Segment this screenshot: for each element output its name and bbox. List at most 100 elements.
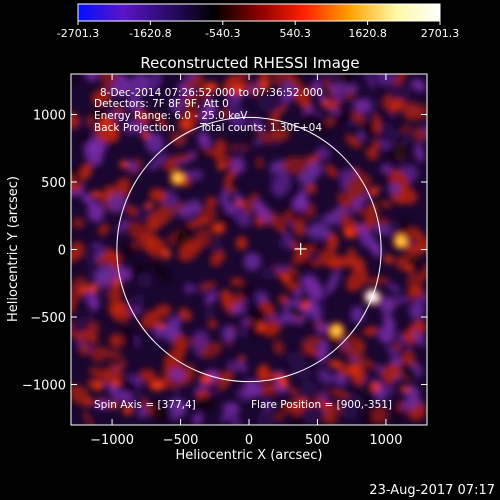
colorbar: [77, 3, 441, 22]
heatmap-cell: [71, 276, 88, 302]
heatmap-cell: [155, 204, 176, 223]
flare-position-annotation: Flare Position = [900,-351]: [251, 399, 392, 411]
heatmap-cell: [370, 406, 389, 425]
heatmap-cell: [113, 379, 121, 387]
heatmap-cell: [238, 356, 246, 361]
heatmap-cell: [387, 182, 401, 196]
heatmap-cell: [338, 84, 359, 94]
heatmap-cell: [263, 396, 271, 416]
heatmap-cell: [208, 319, 218, 329]
heatmap-cell: [169, 368, 185, 382]
heatmap-cell: [119, 160, 128, 169]
heatmap-cell: [117, 360, 127, 370]
heatmap-cell: [351, 110, 365, 125]
heatmap-cell: [310, 307, 321, 323]
heatmap-cell: [384, 254, 392, 264]
heatmap-cell: [345, 393, 365, 410]
x-tick-label: 500: [305, 433, 330, 448]
heatmap-cell: [379, 298, 396, 315]
heatmap-cell: [413, 329, 426, 347]
heatmap-cell: [307, 223, 331, 240]
heatmap-image: [71, 74, 427, 425]
heatmap-cell: [300, 381, 318, 396]
heatmap-cell: [87, 283, 99, 293]
heatmap-cell: [389, 84, 411, 103]
heatmap-cell: [131, 391, 144, 411]
heatmap-cell: [245, 123, 260, 143]
heatmap-cell: [272, 339, 285, 355]
heatmap-cell: [186, 218, 211, 228]
heatmap-cell: [299, 398, 308, 404]
heatmap-cell: [346, 367, 359, 373]
x-tick-label: −1000: [90, 433, 134, 448]
heatmap-cell: [214, 225, 224, 231]
heatmap-cell: [257, 411, 274, 425]
heatmap-cell: [231, 303, 245, 315]
heatmap-cell: [140, 311, 159, 330]
heatmap-cell: [270, 397, 280, 413]
heatmap-cell: [303, 274, 322, 301]
heatmap-cell: [308, 251, 321, 262]
heatmap-cell: [71, 112, 80, 129]
heatmap-cell: [182, 80, 198, 89]
heatmap-cell: [227, 360, 240, 371]
heatmap-cell: [246, 306, 265, 324]
heatmap-cell: [200, 341, 223, 359]
heatmap-cell: [242, 379, 263, 398]
heatmap-cell: [301, 406, 320, 424]
heatmap-cell: [382, 130, 402, 141]
heatmap-cell: [282, 231, 294, 249]
heatmap-cell: [145, 201, 153, 209]
heatmap-cell: [371, 382, 380, 392]
heatmap-cell: [107, 192, 127, 213]
x-tick-label: 1000: [369, 433, 402, 448]
heatmap-cell: [233, 86, 243, 96]
heatmap-cell: [315, 146, 331, 161]
date-range-annotation: 8-Dec-2014 07:26:52.000 to 07:36:52.000: [100, 87, 323, 99]
heatmap-cell: [192, 413, 203, 425]
heatmap-cell: [260, 82, 269, 90]
heatmap-cell: [95, 121, 119, 144]
heatmap-cell: [344, 342, 365, 358]
heatmap-cell: [200, 281, 217, 291]
heatmap-cell: [240, 326, 264, 337]
heatmap-cell: [406, 271, 423, 289]
heatmap-cell: [363, 326, 379, 337]
heatmap-cell: [226, 405, 241, 425]
heatmap-cell: [273, 264, 290, 273]
heatmap-cell: [381, 366, 396, 385]
heatmap-cell: [235, 146, 246, 159]
heatmap-cell: [325, 116, 335, 127]
heatmap-cell: [205, 196, 218, 208]
colorbar-tick-label: -1620.8: [129, 27, 171, 40]
heatmap-cell: [196, 395, 216, 412]
heatmap-cell: [89, 345, 107, 363]
heatmap-cell: [419, 262, 427, 284]
heatmap-cell: [117, 218, 128, 235]
detectors-annotation: Detectors: 7F 8F 9F, Att 0: [94, 98, 229, 110]
heatmap-cell: [230, 277, 245, 286]
heatmap-cell: [295, 78, 305, 102]
heatmap-cell: [149, 188, 167, 202]
heatmap-cell: [197, 131, 212, 149]
method-annotation: Back Projection: [94, 122, 175, 134]
heatmap-cell: [99, 74, 118, 88]
heatmap-cell: [126, 74, 148, 98]
heatmap-cell: [292, 244, 316, 265]
heatmap-cell: [373, 114, 381, 134]
heatmap-cell: [365, 74, 376, 90]
heatmap-cell: [391, 220, 402, 234]
heatmap-cell: [330, 389, 349, 398]
heatmap-cell: [412, 294, 427, 309]
heatmap-cell: [82, 346, 90, 357]
heatmap-cell: [320, 101, 330, 106]
heatmap-cell: [141, 131, 150, 139]
heatmap-cell: [129, 237, 149, 250]
heatmap-cell: [355, 207, 380, 217]
heatmap-cell: [229, 109, 248, 128]
heatmap-cell: [405, 243, 427, 255]
x-tick-label: −500: [163, 433, 199, 448]
heatmap-cell: [221, 325, 237, 342]
heatmap-cell: [288, 387, 299, 397]
heatmap-cell: [194, 76, 212, 102]
